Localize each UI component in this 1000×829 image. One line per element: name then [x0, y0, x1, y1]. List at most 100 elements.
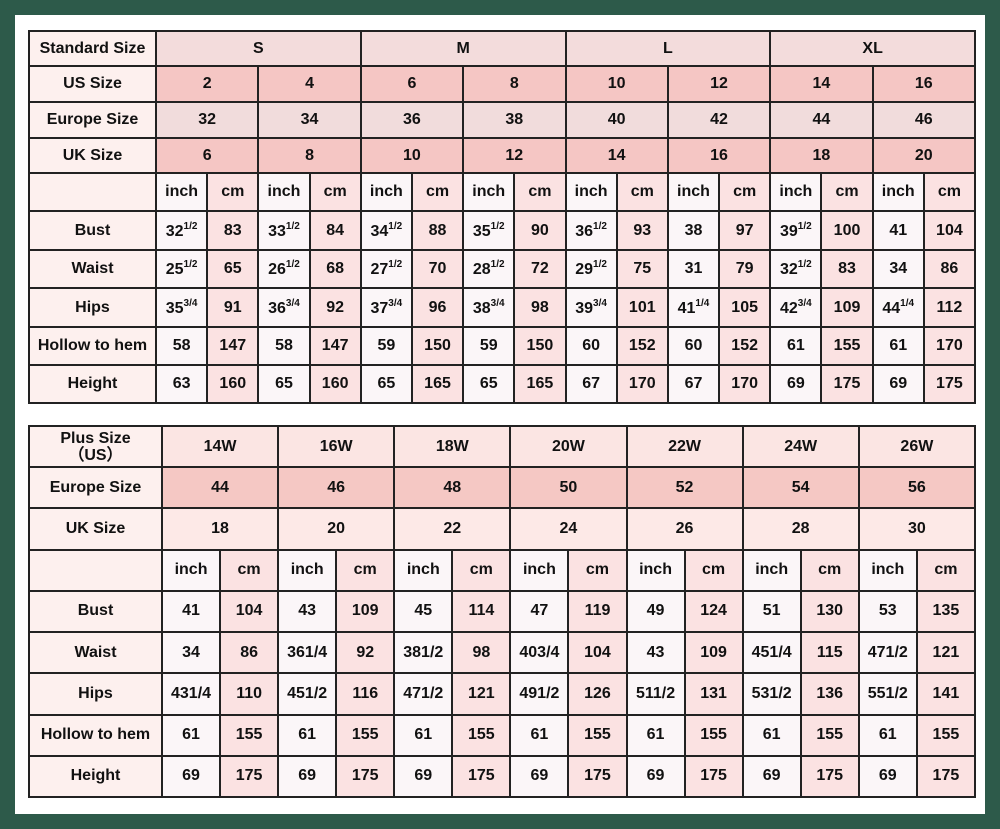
unit-cell: inch — [359, 172, 413, 212]
units-row: inch cm inch cm inch cm inch cm inch cm inch cm inch… — [28, 548, 977, 592]
measure-cell: 165 — [513, 364, 567, 404]
size-cell: 28 — [741, 507, 860, 551]
value: 35 — [165, 299, 184, 317]
measure-cell: 58 — [154, 326, 209, 366]
unit-cell: inch — [769, 172, 823, 212]
measure-cell: 124 — [683, 589, 744, 634]
measure-cell: 175 — [219, 754, 280, 799]
measure-cell: 86 — [922, 249, 977, 289]
measure-cell: 101 — [615, 287, 669, 328]
measure-cell: 65 — [206, 249, 260, 289]
row-label — [28, 172, 157, 212]
value: 160 — [219, 375, 247, 392]
measure-cell: 131 — [683, 672, 744, 716]
measure-cell: 353/4 — [154, 287, 209, 328]
unit-cell: cm — [410, 172, 465, 212]
value: 152 — [731, 337, 758, 354]
unit-cell: cm — [308, 172, 362, 212]
measure-cell: 92 — [335, 631, 396, 675]
value: 41 — [889, 221, 908, 239]
measure-cell: 67 — [666, 364, 721, 404]
measure-cell: 175 — [451, 754, 512, 799]
measure-cell: 69 — [509, 754, 570, 799]
unit-cell: inch — [871, 172, 925, 212]
measure-cell: 175 — [922, 364, 977, 404]
measure-cell: 341/2 — [359, 210, 413, 251]
measure-cell: 251/2 — [154, 249, 209, 289]
unit-cell: inch — [257, 172, 311, 212]
fraction: 1/2 — [593, 259, 607, 270]
measure-cell: 160 — [206, 364, 260, 404]
measure-cell: 104 — [567, 631, 628, 675]
measure-cell: 511/2 — [625, 672, 686, 716]
value: 59 — [377, 337, 396, 354]
measure-cell: 49 — [625, 589, 686, 634]
measure-cell: 61 — [741, 713, 802, 757]
measure-cell: 72 — [513, 249, 567, 289]
measure-cell: 393/4 — [564, 287, 618, 328]
row-label: Height — [28, 754, 163, 799]
size-cell: 4 — [257, 65, 362, 103]
value: 32 — [779, 261, 798, 278]
size-cell: 14 — [564, 137, 669, 174]
size-cell: 32 — [154, 101, 260, 139]
size-cell: L — [564, 30, 772, 67]
value: 165 — [526, 375, 554, 392]
measure-row: Height 69 175 69 175 69 175 69 175 69 175 69 175 69 17… — [28, 754, 977, 799]
row-label: Waist — [28, 249, 157, 289]
size-cell: 12 — [666, 65, 772, 103]
row-label: US Size — [28, 65, 157, 103]
measure-cell: 175 — [335, 754, 396, 799]
unit-cell: cm — [615, 172, 669, 212]
measure-cell: 69 — [741, 754, 802, 799]
value: 170 — [936, 337, 963, 354]
measure-cell: 121 — [451, 672, 512, 716]
value: 105 — [731, 298, 758, 316]
measure-cell: 105 — [718, 287, 772, 328]
value: 35 — [472, 222, 491, 240]
measure-cell: 175 — [567, 754, 628, 799]
measure-cell: 361/2 — [564, 210, 618, 251]
measure-cell: 104 — [922, 210, 977, 251]
measure-cell: 109 — [820, 287, 874, 328]
measure-row: Bust 41 104 43 109 45 114 47 119 49 124 51 130 53 135 — [28, 589, 977, 634]
value: 170 — [731, 375, 758, 392]
measure-row: Hips 431/4 110 451/2 116 471/2 121 491/2 126 511/… — [28, 672, 977, 716]
fraction: 1/4 — [900, 297, 915, 309]
measure-cell: 51 — [741, 589, 802, 634]
measure-cell: 75 — [615, 249, 669, 289]
measure-cell: 115 — [799, 631, 860, 675]
unit-cell: inch — [154, 172, 209, 212]
value: 93 — [633, 221, 652, 239]
value: 72 — [531, 260, 549, 277]
fraction: 3/4 — [797, 297, 812, 309]
measure-cell: 83 — [206, 210, 260, 251]
measure-cell: 58 — [257, 326, 311, 366]
measure-cell: 93 — [615, 210, 669, 251]
plus-size-table: Plus Size （US） 14W 16W 18W 20W 22W 24W 26W Europ… — [28, 424, 977, 799]
size-row: Europe Size 32 34 36 38 40 42 44 46 — [28, 101, 977, 139]
measure-cell: 83 — [820, 249, 874, 289]
measure-cell: 59 — [462, 326, 516, 366]
fraction: 1/2 — [593, 220, 607, 232]
measure-cell: 170 — [718, 364, 772, 404]
measure-cell: 65 — [462, 364, 516, 404]
measure-cell: 61 — [625, 713, 686, 757]
measure-cell: 136 — [799, 672, 860, 716]
measure-cell: 423/4 — [769, 287, 823, 328]
measure-cell: 152 — [718, 326, 772, 366]
unit-cell: cm — [219, 548, 280, 592]
measure-cell: 114 — [451, 589, 512, 634]
fraction: 1/2 — [183, 259, 198, 270]
measure-cell: 451/2 — [277, 672, 338, 716]
value: 90 — [531, 221, 549, 239]
measure-cell: 381/2 — [393, 631, 454, 675]
measure-cell: 147 — [308, 326, 362, 366]
fraction: 3/4 — [490, 297, 505, 309]
measure-cell: 43 — [625, 631, 686, 675]
measure-cell: 100 — [820, 210, 874, 251]
measure-cell: 34 — [160, 631, 222, 675]
value: 58 — [275, 337, 293, 354]
measure-cell: 60 — [666, 326, 721, 366]
row-label: Europe Size — [28, 466, 163, 510]
